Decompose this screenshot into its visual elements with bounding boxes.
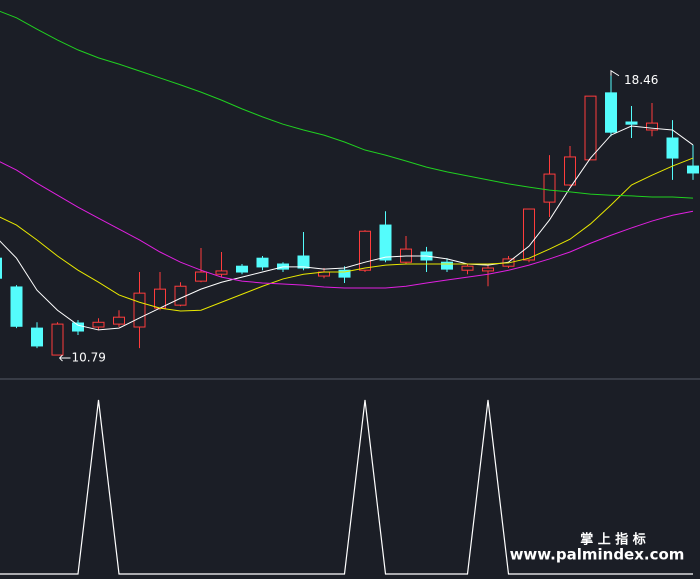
- candle-body: [10, 286, 23, 327]
- candle-body: [359, 230, 371, 271]
- candle-body: [584, 95, 597, 161]
- candle-body: [133, 292, 146, 328]
- moving-average-line: [0, 10, 694, 199]
- watermark-url: www.palmindex.com: [510, 546, 685, 564]
- candle-body: [51, 323, 64, 356]
- candle-body: [605, 92, 617, 133]
- candle-body: [523, 208, 535, 261]
- candle-body: [92, 321, 105, 328]
- candle-body: [174, 285, 187, 306]
- candle-body: [215, 270, 228, 275]
- low-marker: [59, 354, 71, 362]
- candle-body: [297, 255, 310, 269]
- candle-body: [482, 267, 494, 272]
- watermark-title: 掌 上 指 标: [580, 532, 646, 548]
- candle-body: [195, 271, 207, 282]
- candle-body: [236, 265, 248, 273]
- candle-body: [461, 265, 474, 271]
- high-label: 18.46: [624, 73, 658, 87]
- candle-body: [687, 165, 699, 174]
- candle-body: [338, 269, 351, 278]
- candle-body: [379, 224, 392, 261]
- candle-body: [256, 257, 269, 268]
- moving-average-line: [0, 125, 694, 331]
- candle-body: [646, 122, 658, 131]
- high-marker: [610, 69, 620, 77]
- candle-body: [543, 173, 556, 203]
- candle-body: [113, 316, 125, 325]
- indicator-line: [0, 399, 693, 575]
- candle-body: [31, 327, 43, 347]
- low-label: 10.79: [72, 351, 106, 365]
- candle-body: [564, 156, 576, 186]
- candle-body: [154, 288, 166, 309]
- candle-body: [0, 257, 2, 279]
- plot-area: 18.46 10.79: [0, 10, 699, 575]
- moving-average-line: [0, 161, 694, 289]
- moving-average-line: [0, 157, 694, 312]
- candle-body: [441, 261, 453, 270]
- candle-body: [666, 137, 679, 159]
- candle-body: [72, 322, 84, 332]
- candle-body: [625, 121, 638, 125]
